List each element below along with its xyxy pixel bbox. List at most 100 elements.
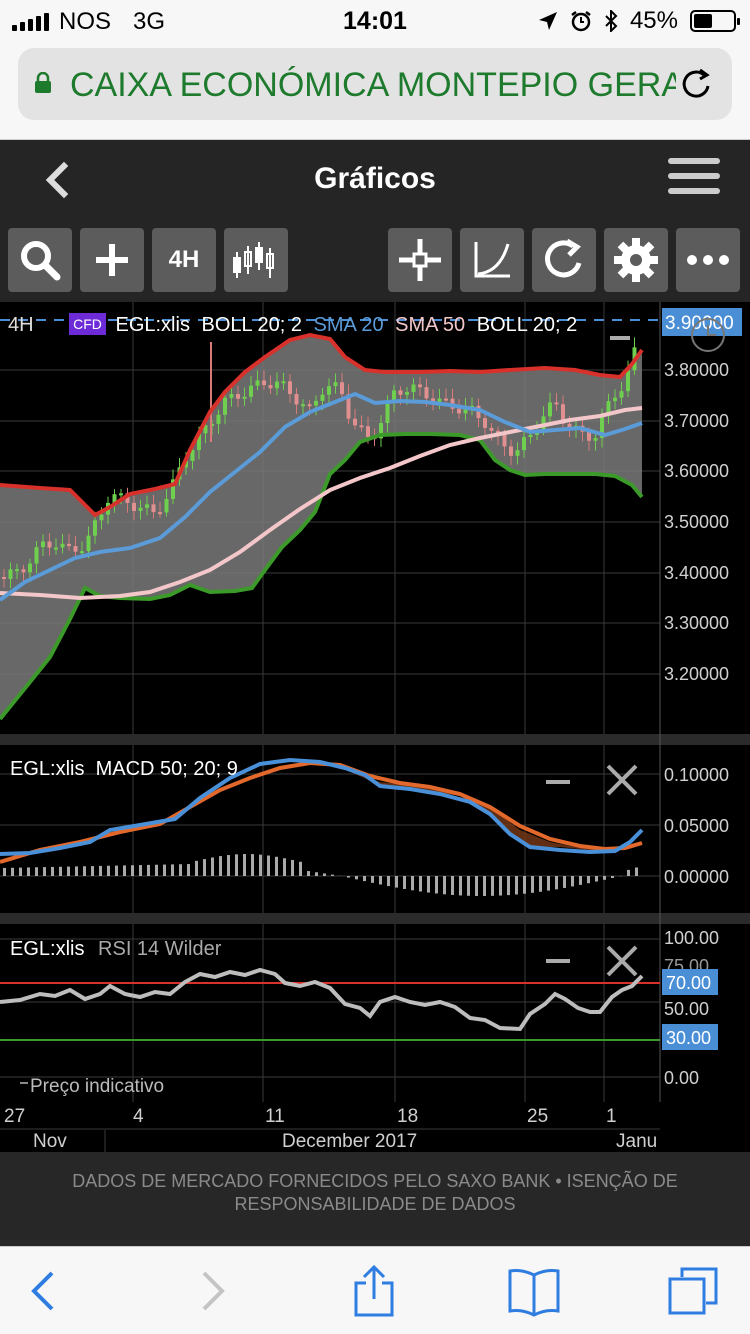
histogram-bar xyxy=(291,859,294,876)
status-bar: NOS 3G 14:01 45% xyxy=(0,0,750,40)
histogram-bar xyxy=(171,864,174,876)
y-tick: 3.30000 xyxy=(664,613,729,633)
candle-body xyxy=(28,563,32,573)
main-legend: 4H CFD EGL:xlis BOLL 20; 2 SMA 20 SMA 50… xyxy=(8,313,577,337)
carrier-name: NOS xyxy=(59,8,112,35)
histogram-bar xyxy=(587,876,590,884)
chart-type-button[interactable] xyxy=(224,228,288,292)
candle-body xyxy=(2,577,6,579)
candle-body xyxy=(405,392,409,395)
bookmarks-icon[interactable] xyxy=(508,1265,560,1317)
hamburger-menu-icon[interactable] xyxy=(668,158,720,198)
y-tick: 0.00000 xyxy=(664,867,729,887)
candle-body xyxy=(509,446,513,456)
candlestick-icon xyxy=(233,242,274,278)
histogram-bar xyxy=(483,876,486,896)
settings-button[interactable] xyxy=(604,228,668,292)
histogram-bar xyxy=(75,866,78,876)
drawing-tools-button[interactable] xyxy=(460,228,524,292)
chart-canvas[interactable]: 3.90000 3.80000 3.70000 3.60000 3.50000 … xyxy=(0,302,750,1152)
candle-body xyxy=(522,437,526,451)
candle-body xyxy=(99,514,104,521)
histogram-bar xyxy=(235,854,238,876)
rsi-close-icon[interactable] xyxy=(606,945,638,977)
rsi-y-axis: 100.00 75.00 50.00 0.00 xyxy=(664,928,719,1088)
timeframe-button[interactable]: 4H xyxy=(152,228,216,292)
zoom-button[interactable] xyxy=(8,228,72,292)
histogram-bar xyxy=(475,876,478,896)
bollinger-band-fill xyxy=(0,335,642,719)
histogram-bar xyxy=(627,869,630,876)
candle-body xyxy=(346,394,351,419)
candle-body xyxy=(320,394,325,401)
histogram-bar xyxy=(323,873,326,876)
histogram-bar xyxy=(11,867,14,876)
histogram-bar xyxy=(451,876,454,895)
rsi-70-value: 70.00 xyxy=(666,973,711,993)
candle-body xyxy=(431,398,435,404)
refresh-button[interactable] xyxy=(532,228,596,292)
candle-body xyxy=(489,427,494,431)
x-month: Nov xyxy=(33,1131,67,1152)
rsi-70-tag xyxy=(662,969,718,995)
histogram-bar xyxy=(275,856,278,876)
histogram-bar xyxy=(307,871,310,876)
y-tick: 100.00 xyxy=(664,928,719,948)
more-options-button[interactable] xyxy=(676,228,740,292)
histogram-bar xyxy=(563,876,566,888)
histogram-bar xyxy=(379,876,382,885)
add-indicator-button[interactable] xyxy=(80,228,144,292)
macd-y-axis: 0.10000 0.05000 0.00000 xyxy=(664,765,729,887)
histogram-bar xyxy=(571,876,574,887)
candle-body xyxy=(294,394,299,405)
histogram-bar xyxy=(579,876,582,885)
candle-body xyxy=(229,394,234,398)
data-disclaimer-link[interactable]: DADOS DE MERCADO FORNECIDOS PELO SAXO BA… xyxy=(0,1152,750,1246)
magnifier-icon xyxy=(21,241,61,281)
histogram-bar xyxy=(499,876,502,896)
candle-body xyxy=(353,418,357,426)
y-tick: 0.10000 xyxy=(664,765,729,785)
macd-line xyxy=(0,757,644,856)
crosshair-button[interactable] xyxy=(388,228,452,292)
candle-body xyxy=(385,402,390,424)
histogram-bar xyxy=(99,865,102,876)
chart-area[interactable]: 3.90000 3.80000 3.70000 3.60000 3.50000 … xyxy=(0,302,750,1152)
candle-body xyxy=(86,535,91,552)
panel-divider[interactable] xyxy=(0,734,750,745)
histogram-bar xyxy=(595,876,598,882)
histogram-bar xyxy=(603,876,606,880)
histogram-bar xyxy=(59,866,62,876)
candle-body xyxy=(112,494,117,503)
candle-body xyxy=(197,433,201,451)
histogram-bar xyxy=(147,864,150,876)
back-arrow-icon[interactable] xyxy=(36,158,80,202)
candle-body xyxy=(600,414,604,438)
price-alert-icon[interactable] xyxy=(691,318,725,352)
signal-strength-icon xyxy=(12,13,49,31)
histogram-bar xyxy=(411,876,414,891)
reload-icon[interactable] xyxy=(678,66,714,102)
rsi-legend-indicator: RSI 14 Wilder xyxy=(98,938,222,960)
browser-back-icon[interactable] xyxy=(18,1265,70,1317)
url-text[interactable]: CAIXA ECONÓMICA MONTEPIO GERAL xyxy=(70,66,676,104)
candle-body xyxy=(145,504,149,508)
tabs-icon[interactable] xyxy=(668,1265,720,1317)
share-icon[interactable] xyxy=(348,1265,400,1317)
candle-body xyxy=(418,384,422,388)
x-tick: 4 xyxy=(133,1106,144,1127)
browser-forward-icon[interactable] xyxy=(186,1265,238,1317)
histogram-bar xyxy=(187,864,190,876)
address-bar[interactable]: CAIXA ECONÓMICA MONTEPIO GERAL xyxy=(18,48,732,120)
histogram-bar xyxy=(403,876,406,889)
candle-body xyxy=(398,390,403,395)
histogram-bar xyxy=(179,864,182,876)
y-tick: 3.80000 xyxy=(664,360,729,380)
candle-body xyxy=(392,390,396,403)
macd-close-icon[interactable] xyxy=(606,764,638,796)
panel-divider[interactable] xyxy=(0,913,750,924)
candle-body xyxy=(437,398,442,404)
histogram-bar xyxy=(635,867,638,876)
candle-body xyxy=(359,425,364,428)
macd-grid xyxy=(0,773,660,877)
